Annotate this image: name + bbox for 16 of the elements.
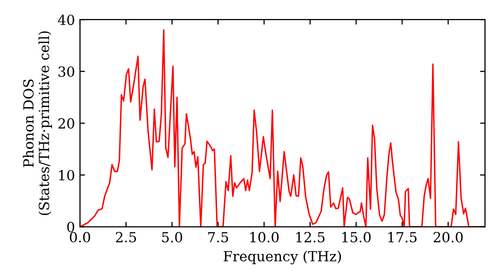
y-tick-label: 10 bbox=[59, 170, 74, 180]
x-tick-label: 0.0 bbox=[70, 232, 90, 242]
x-tick-label: 15.0 bbox=[342, 232, 371, 242]
x-tick-label: 17.5 bbox=[388, 232, 417, 242]
x-tick-label: 20.0 bbox=[434, 232, 463, 242]
x-tick-label: 12.5 bbox=[296, 232, 325, 242]
x-tick-label: 2.5 bbox=[116, 232, 136, 242]
y-tick-label: 0 bbox=[67, 222, 74, 232]
y-tick-label: 40 bbox=[58, 14, 74, 26]
y-axis-title: Phonon DOS (States/THz·primitive cell) bbox=[22, 31, 52, 216]
x-tick-label: 5.0 bbox=[162, 232, 182, 242]
y-tick-label: 30 bbox=[58, 66, 74, 77]
y-tick-label: 20 bbox=[58, 118, 74, 129]
x-tick-label: 7.5 bbox=[208, 232, 228, 242]
x-tick-label: 10.0 bbox=[250, 232, 279, 242]
x-axis-title: Frequency (THz) bbox=[224, 250, 341, 264]
